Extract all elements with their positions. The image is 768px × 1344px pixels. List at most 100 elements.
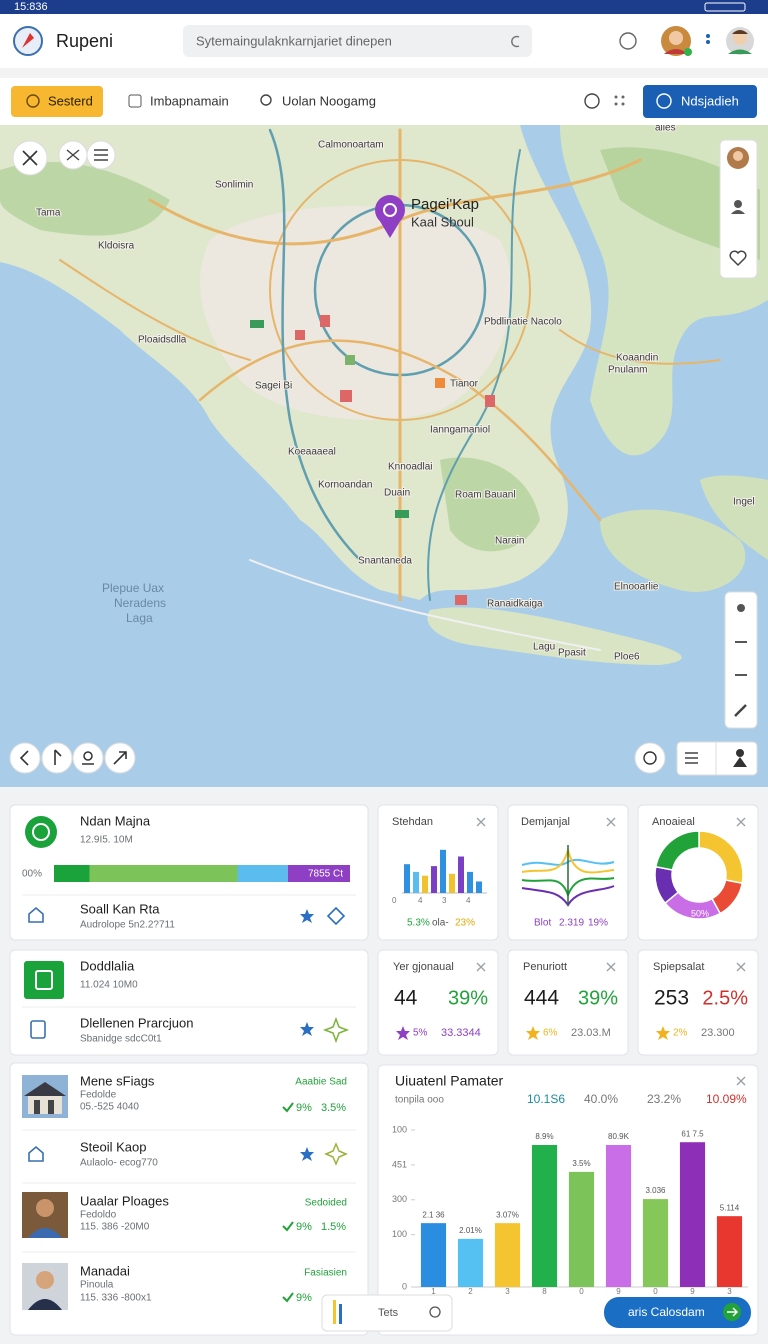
map-label: Tianor bbox=[450, 379, 479, 390]
close-icon[interactable] bbox=[606, 817, 616, 827]
item-subtitle: Audrolope 5n2.2?711 bbox=[80, 920, 175, 931]
donut-label: 50% bbox=[691, 908, 709, 918]
close-icon[interactable] bbox=[476, 962, 486, 972]
locate-button[interactable] bbox=[634, 742, 666, 774]
mini-x-label: 4 bbox=[466, 896, 471, 905]
map-label: Tama bbox=[36, 208, 61, 219]
mini-bar bbox=[449, 873, 455, 893]
header-gap bbox=[0, 68, 768, 78]
stat-change: 2.5% bbox=[702, 987, 748, 1009]
grid-icon[interactable] bbox=[614, 95, 625, 106]
search-box[interactable] bbox=[183, 25, 532, 57]
card-icon bbox=[24, 961, 64, 999]
second-avatar[interactable] bbox=[726, 27, 754, 55]
widget-label: Tets bbox=[378, 1307, 399, 1319]
layers-button[interactable] bbox=[58, 140, 88, 170]
map-label: Pbdlinatie Nacolo bbox=[484, 317, 562, 328]
bar-label: 3.07% bbox=[496, 1210, 519, 1219]
close-icon[interactable] bbox=[606, 962, 616, 972]
sparkle-icon[interactable] bbox=[322, 1016, 350, 1044]
bar-label: 2.1 36 bbox=[422, 1210, 445, 1219]
status-time: 15:836 bbox=[14, 1, 48, 13]
nav-share[interactable] bbox=[104, 742, 136, 774]
x-tick-label: 2 bbox=[468, 1287, 473, 1296]
map-pin[interactable] bbox=[375, 195, 405, 238]
stat-detail: 23.300 bbox=[701, 1027, 735, 1039]
close-icon[interactable] bbox=[476, 817, 486, 827]
user-avatar[interactable] bbox=[661, 26, 692, 56]
primary-button[interactable] bbox=[11, 86, 103, 117]
nav-user[interactable] bbox=[72, 742, 104, 774]
more-dots[interactable] bbox=[706, 34, 710, 44]
map-label: Ploaidsdlla bbox=[138, 335, 187, 346]
pin-subtitle: Kaal Sboul bbox=[411, 214, 474, 229]
map-pois bbox=[250, 315, 495, 605]
status-icon[interactable] bbox=[619, 32, 637, 50]
stat-title: Penuriott bbox=[523, 961, 567, 973]
settings-icon[interactable] bbox=[737, 604, 745, 612]
close-icon[interactable] bbox=[736, 817, 746, 827]
list-line: Pinoula bbox=[80, 1280, 114, 1291]
checkbox[interactable] bbox=[128, 94, 142, 108]
stat-badge: 6% bbox=[543, 1028, 558, 1039]
close-map-button[interactable] bbox=[12, 140, 48, 176]
map-label: Elnooarlie bbox=[614, 582, 659, 593]
edit-icon[interactable] bbox=[734, 704, 747, 717]
nav-back[interactable] bbox=[9, 742, 41, 774]
mini-bar bbox=[440, 849, 446, 893]
y-tick-label: 100 bbox=[392, 1229, 407, 1239]
list-change: 9% bbox=[296, 1102, 312, 1114]
list-status: Aaabie Sad bbox=[295, 1077, 347, 1088]
profile-icon[interactable] bbox=[731, 200, 745, 214]
chart-stat: 40.0% bbox=[584, 1092, 618, 1106]
sparkle-icon[interactable] bbox=[324, 1142, 348, 1166]
map-label: Kornoandan bbox=[318, 480, 373, 491]
refresh-icon[interactable] bbox=[511, 35, 520, 48]
home-icon bbox=[28, 906, 44, 923]
card-icon bbox=[25, 816, 57, 848]
list-view-icon[interactable] bbox=[685, 752, 698, 764]
favorite-icon[interactable] bbox=[729, 250, 747, 267]
close-icon[interactable] bbox=[736, 962, 746, 972]
side-avatar[interactable] bbox=[727, 147, 749, 169]
star-icon[interactable] bbox=[300, 909, 314, 923]
star-icon[interactable] bbox=[300, 1147, 314, 1161]
map-label: Duain bbox=[384, 488, 410, 499]
bar-label: 3.036 bbox=[645, 1186, 666, 1195]
forest bbox=[0, 161, 170, 236]
stat-badge: 5% bbox=[413, 1028, 428, 1039]
street-view-icon[interactable] bbox=[733, 749, 747, 767]
action-button[interactable] bbox=[643, 85, 757, 118]
search-widget[interactable] bbox=[321, 1294, 453, 1332]
stat-value: 253 bbox=[654, 987, 689, 1010]
floating-button[interactable] bbox=[604, 1297, 751, 1328]
map[interactable]: Pagei'Kap Kaal Sboul Calmonoartam Sonlim… bbox=[0, 123, 768, 787]
chart-title: Uiuatenl Pamater bbox=[395, 1073, 504, 1089]
star-icon[interactable] bbox=[300, 1022, 314, 1036]
list-status: Fasiasien bbox=[304, 1268, 347, 1279]
x-tick-label: 9 bbox=[690, 1287, 695, 1296]
list-change: 9% bbox=[296, 1292, 312, 1304]
donut-chart bbox=[654, 830, 744, 920]
mini-bar bbox=[431, 866, 437, 893]
toolbar bbox=[0, 78, 768, 125]
mini-bar bbox=[422, 875, 428, 893]
x-tick-label: 9 bbox=[616, 1287, 621, 1296]
map-label: Sagei Bi bbox=[255, 381, 292, 392]
smile-icon[interactable] bbox=[584, 93, 600, 109]
progress-segment bbox=[54, 865, 90, 882]
list-title: Uaalar Ploages bbox=[80, 1193, 169, 1208]
nav-music[interactable] bbox=[41, 742, 73, 774]
diamond-icon[interactable] bbox=[326, 906, 346, 926]
close-icon[interactable] bbox=[736, 1076, 746, 1086]
menu-button[interactable] bbox=[86, 140, 116, 170]
map-label: Roam Bauanl bbox=[455, 490, 516, 501]
toolbar-search-label[interactable]: Uolan Noogamg bbox=[282, 93, 376, 108]
list-line: Fedolde bbox=[80, 1090, 117, 1101]
list-avatar bbox=[22, 1192, 68, 1238]
list-change: 9% bbox=[296, 1221, 312, 1233]
list-line: Aulaolo- ecog770 bbox=[80, 1158, 158, 1169]
check-icon bbox=[282, 1102, 294, 1113]
progress-label: 00% bbox=[22, 869, 42, 880]
stat-detail: 33.3344 bbox=[441, 1027, 481, 1039]
